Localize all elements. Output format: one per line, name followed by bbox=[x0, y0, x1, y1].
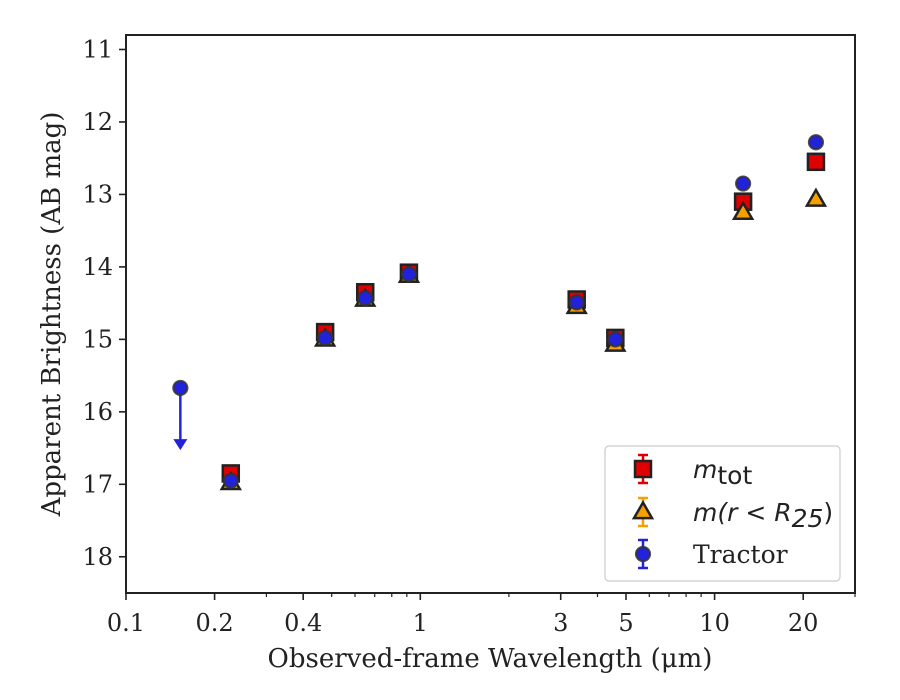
y-tick-label-1: 12 bbox=[82, 108, 113, 136]
legend-box bbox=[604, 445, 841, 582]
tractor-point-3 bbox=[357, 289, 374, 307]
y-tick-label-3: 14 bbox=[82, 253, 113, 281]
tractor-limit-arrow-0 bbox=[173, 439, 188, 451]
y-axis: 11 12 13 14 15 16 17 18 bbox=[82, 35, 126, 571]
legend-label-1: m(r < R25) bbox=[693, 498, 833, 533]
legend-marker-2 bbox=[634, 545, 652, 563]
y-tick-label-5: 16 bbox=[82, 398, 113, 426]
x-tick-label-4: 3 bbox=[553, 609, 568, 637]
x-axis: 0.1 0.2 0.4 1 3 5 10 20 bbox=[107, 593, 856, 637]
x-tick-label-6: 10 bbox=[699, 609, 730, 637]
y-tick-label-2: 13 bbox=[82, 180, 113, 208]
x-tick-label-5: 5 bbox=[618, 609, 633, 637]
y-tick-label-6: 17 bbox=[82, 470, 113, 498]
x-tick-label-3: 1 bbox=[413, 609, 428, 637]
legend-label-0: mtot bbox=[693, 455, 752, 490]
y-axis-label: Apparent Brightness (AB mag) bbox=[37, 112, 67, 518]
x-axis-label: Observed-frame Wavelength (μm) bbox=[268, 644, 713, 674]
tractor-point-8 bbox=[807, 134, 825, 151]
tractor-point-4 bbox=[400, 266, 418, 283]
tractor-point-2 bbox=[317, 329, 334, 347]
x-tick-label-2: 0.4 bbox=[284, 609, 322, 637]
data-markers bbox=[172, 134, 828, 491]
m_r25-point-7 bbox=[804, 187, 828, 207]
y-tick-label-0: 11 bbox=[82, 35, 113, 63]
plot-frame bbox=[125, 34, 856, 594]
m_r25-point-6 bbox=[731, 200, 755, 220]
tractor-point-1 bbox=[222, 472, 239, 489]
tractor-point-7 bbox=[735, 175, 752, 192]
x-tick-label-0: 0.1 bbox=[107, 609, 145, 637]
legend-marker-1 bbox=[631, 499, 655, 520]
x-tick-label-7: 20 bbox=[788, 609, 819, 637]
x-tick-label-1: 0.2 bbox=[196, 609, 234, 637]
legend-label-2: Tractor bbox=[693, 540, 788, 569]
tractor-point-5 bbox=[568, 294, 585, 311]
legend-marker-0 bbox=[633, 459, 653, 479]
y-tick-label-4: 15 bbox=[82, 325, 113, 353]
tractor-point-0 bbox=[172, 379, 189, 397]
tractor-point-6 bbox=[607, 331, 624, 348]
m_tot-point-7 bbox=[806, 152, 826, 172]
legend: mtot m(r < R25) Tractor bbox=[604, 445, 841, 582]
y-tick-label-7: 18 bbox=[82, 543, 113, 571]
